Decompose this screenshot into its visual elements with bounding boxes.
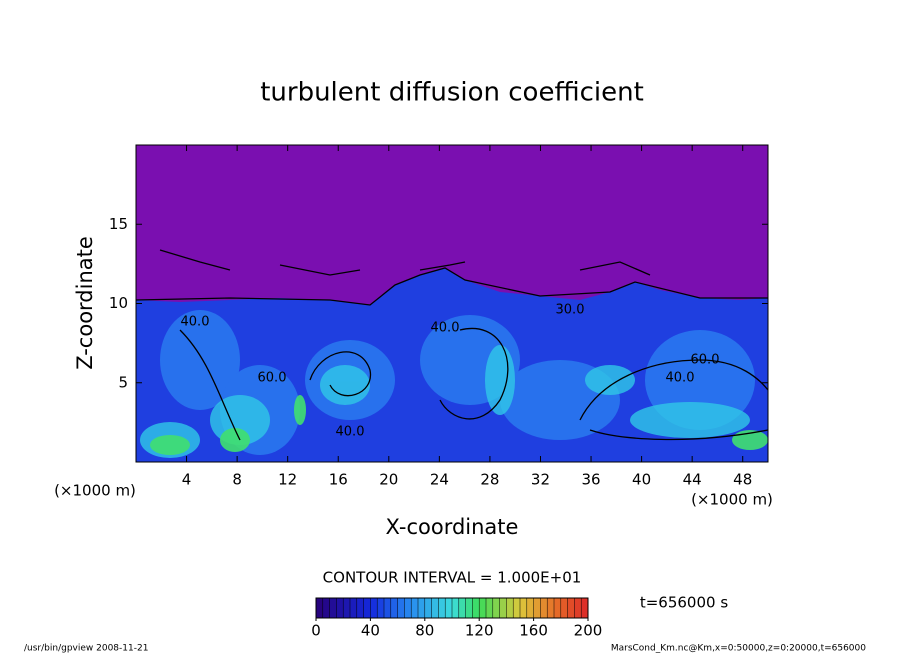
x-tick-label: 32 bbox=[531, 471, 550, 489]
colorbar-cell bbox=[390, 598, 399, 618]
colorbar-cell bbox=[567, 598, 575, 618]
colorbar-cell bbox=[343, 598, 351, 618]
colorbar-cell bbox=[424, 598, 433, 618]
colorbar-cell bbox=[316, 598, 324, 618]
colorbar-cell bbox=[370, 598, 378, 618]
x-tick-label: 48 bbox=[733, 471, 752, 489]
colorbar-cell bbox=[452, 598, 460, 618]
x-tick-label: 24 bbox=[430, 471, 449, 489]
colorbar-tick-label: 40 bbox=[361, 622, 380, 640]
colorbar-cell bbox=[438, 598, 446, 618]
colorbar-cell bbox=[377, 598, 385, 618]
colorbar-cell bbox=[520, 598, 528, 618]
y-axis-label: Z-coordinate bbox=[73, 236, 97, 370]
x-axis-label: X-coordinate bbox=[386, 515, 519, 539]
x-tick-label: 8 bbox=[232, 471, 242, 489]
contour-label: 30.0 bbox=[556, 303, 585, 318]
colorbar-cell bbox=[458, 598, 467, 618]
colorbar-cell bbox=[513, 598, 521, 618]
colorbar-cell bbox=[526, 598, 535, 618]
contour-label: 40.0 bbox=[431, 321, 460, 336]
colorbar-cell bbox=[547, 598, 555, 618]
colorbar-cell bbox=[540, 598, 548, 618]
colorbar-tick-label: 80 bbox=[415, 622, 434, 640]
colorbar-cell bbox=[336, 598, 344, 618]
colorbar-cell bbox=[560, 598, 569, 618]
time-label: t=656000 s bbox=[640, 594, 728, 612]
colorbar-cell bbox=[581, 598, 589, 618]
contour-label: 60.0 bbox=[258, 371, 287, 386]
colorbar-tick-label: 0 bbox=[311, 622, 321, 640]
colorbar-cell bbox=[418, 598, 426, 618]
x-tick-label: 40 bbox=[632, 471, 651, 489]
contour-label: 40.0 bbox=[666, 371, 695, 386]
colorbar-cell bbox=[411, 598, 419, 618]
contour-label: 60.0 bbox=[691, 353, 720, 368]
colorbar-cell bbox=[574, 598, 582, 618]
colorbar-cell bbox=[506, 598, 514, 618]
footer-right: MarsCond_Km.nc@Km,x=0:50000,z=0:20000,t=… bbox=[611, 644, 866, 654]
y-tick-label: 5 bbox=[118, 373, 128, 391]
x-tick-label: 4 bbox=[182, 471, 192, 489]
colorbar-cell bbox=[479, 598, 487, 618]
x-unit-label: (×1000 m) bbox=[691, 491, 773, 509]
colorbar-cell bbox=[356, 598, 365, 618]
contour-label: 40.0 bbox=[181, 315, 210, 330]
field bbox=[136, 145, 768, 462]
y-tick-label: 15 bbox=[109, 215, 128, 233]
colorbar-cell bbox=[329, 598, 337, 618]
colorbar-cell bbox=[322, 598, 331, 618]
colorbar-cell bbox=[404, 598, 412, 618]
x-tick-label: 36 bbox=[581, 471, 600, 489]
x-tick-label: 12 bbox=[278, 471, 297, 489]
footer-left: /usr/bin/gpview 2008-11-21 bbox=[24, 644, 148, 654]
colorbar-cell bbox=[445, 598, 453, 618]
colorbar-cell bbox=[363, 598, 371, 618]
colorbar-cell bbox=[431, 598, 439, 618]
colorbar-cell bbox=[554, 598, 562, 618]
x-tick-label: 16 bbox=[329, 471, 348, 489]
colorbar-cell bbox=[492, 598, 501, 618]
colorbar-cell bbox=[397, 598, 405, 618]
colorbar-cell bbox=[465, 598, 473, 618]
y-tick-label: 10 bbox=[109, 294, 128, 312]
contour-interval: CONTOUR INTERVAL = 1.000E+01 bbox=[323, 569, 582, 587]
x-tick-label: 28 bbox=[480, 471, 499, 489]
colorbar-frame bbox=[315, 597, 589, 619]
colorbar-cell bbox=[533, 598, 541, 618]
chart-title: turbulent diffusion coefficient bbox=[260, 78, 644, 108]
colorbar-cell bbox=[499, 598, 507, 618]
colorbar-cell bbox=[472, 598, 480, 618]
contour-label: 40.0 bbox=[336, 425, 365, 440]
x-tick-label: 20 bbox=[379, 471, 398, 489]
colorbar-tick-label: 120 bbox=[465, 622, 494, 640]
colorbar-tick-label: 160 bbox=[519, 622, 548, 640]
colorbar-cell bbox=[350, 598, 358, 618]
colorbar-tick-label: 200 bbox=[574, 622, 603, 640]
colorbar-cell bbox=[486, 598, 494, 618]
colorbar-cell bbox=[384, 598, 392, 618]
x-tick-label: 44 bbox=[683, 471, 702, 489]
x-unit-label: (×1000 m) bbox=[54, 482, 136, 500]
